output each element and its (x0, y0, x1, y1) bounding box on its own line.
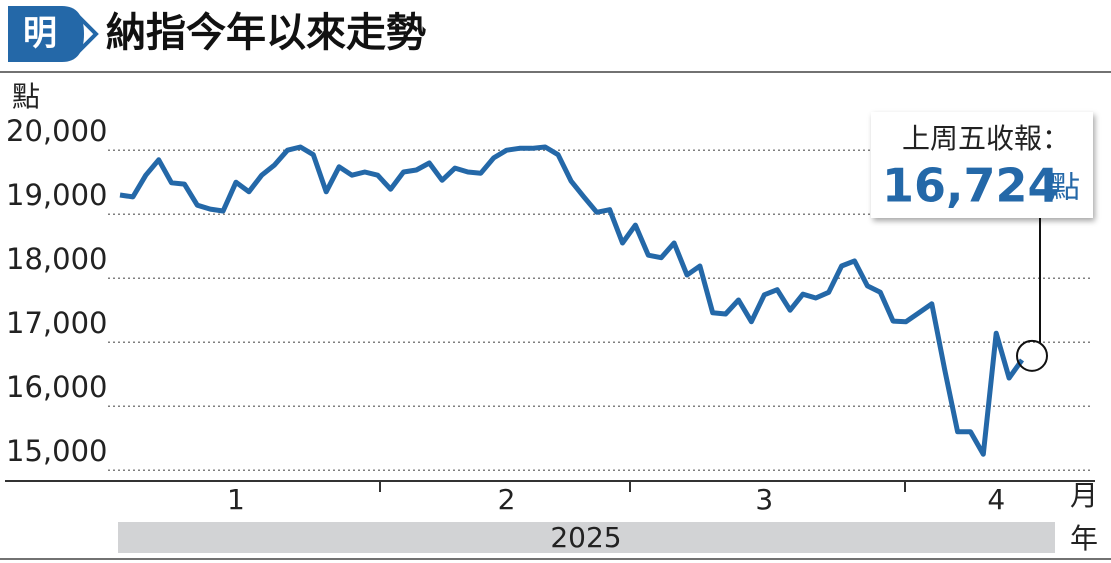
year-unit: 年 (1070, 522, 1098, 555)
y-tick-label: 19,000 (6, 178, 107, 212)
data-line (119, 144, 1025, 457)
annotation-label: 上周五收報： (902, 122, 1070, 155)
x-tick-label: 1 (227, 483, 245, 516)
y-tick-label: 17,000 (6, 306, 107, 340)
y-unit: 點 (12, 80, 40, 113)
x-tick-label: 3 (755, 483, 773, 516)
logo-shape (8, 6, 84, 62)
x-tick-label: 2 (498, 483, 516, 516)
logo-text: 明 (23, 14, 57, 54)
year-band (118, 522, 1055, 553)
x-unit: 月 (1070, 479, 1098, 512)
year-label: 2025 (550, 521, 621, 554)
x-tick-label: 4 (987, 483, 1005, 516)
y-tick-label: 16,000 (6, 370, 107, 404)
annotation-box (871, 112, 1093, 218)
annotation-unit: 點 (1050, 171, 1080, 206)
logo-arrow (70, 8, 99, 60)
y-tick-label: 15,000 (6, 434, 107, 468)
highlight-circle (1016, 339, 1048, 372)
annotation-value: 16,724 (882, 159, 1060, 213)
y-tick-label: 18,000 (6, 242, 107, 276)
y-tick-label: 20,000 (6, 114, 107, 148)
chart-title: 納指今年以來走勢 (106, 10, 426, 56)
